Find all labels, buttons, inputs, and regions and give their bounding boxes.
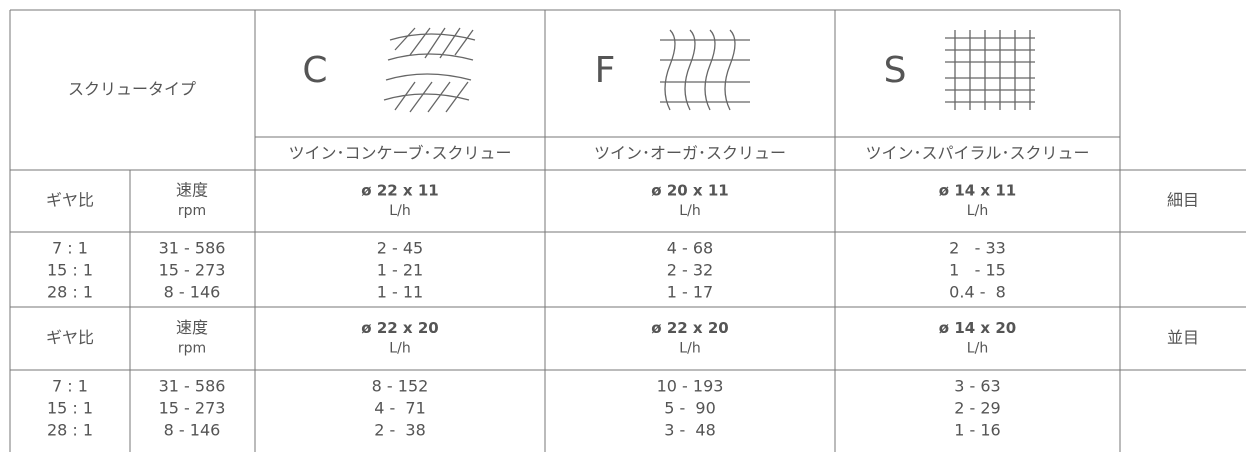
flow: 1 - 21 — [377, 261, 423, 280]
speed-label: 速度 — [176, 181, 208, 200]
flow: 2 - 32 — [667, 261, 713, 280]
flow-unit: L/h — [967, 203, 988, 219]
size: ø 22 x 20 — [361, 319, 438, 337]
flow: 0.4 - 8 — [949, 283, 1006, 302]
icon-c — [383, 27, 476, 113]
speed-unit: rpm — [178, 203, 206, 219]
flow: 3 - 48 — [664, 421, 716, 440]
flow: 1 - 15 — [949, 261, 1006, 280]
gear: 15 : 1 — [47, 399, 93, 418]
speed: 31 - 586 — [159, 377, 226, 396]
flow: 2 - 33 — [949, 239, 1006, 258]
speed: 15 - 273 — [159, 261, 226, 280]
size: ø 20 x 11 — [651, 182, 728, 200]
icon-s — [945, 30, 1035, 110]
screw-name: ツイン･コンケーブ･スクリュー — [288, 144, 511, 163]
flow-unit: L/h — [389, 341, 410, 357]
size: ø 14 x 20 — [939, 319, 1016, 337]
screw-letter: S — [884, 50, 907, 91]
flow: 2 - 29 — [954, 399, 1000, 418]
flow-unit: L/h — [679, 341, 700, 357]
flow-unit: L/h — [967, 341, 988, 357]
gear: 28 : 1 — [47, 421, 93, 440]
speed: 8 - 146 — [164, 283, 221, 302]
flow: 1 - 11 — [377, 283, 423, 302]
screw-letter: C — [302, 50, 327, 91]
speed: 31 - 586 — [159, 239, 226, 258]
gear: 28 : 1 — [47, 283, 93, 302]
size: ø 22 x 11 — [361, 182, 438, 200]
screw-name: ツイン･オーガ･スクリュー — [594, 144, 786, 163]
size: ø 22 x 20 — [651, 319, 728, 337]
flow: 1 - 17 — [667, 283, 713, 302]
flow: 3 - 63 — [954, 377, 1000, 396]
header-label: スクリュータイプ — [68, 80, 196, 99]
flow-unit: L/h — [389, 203, 410, 219]
flow: 8 - 152 — [372, 377, 429, 396]
speed-unit: rpm — [178, 341, 206, 357]
flow: 4 - 71 — [374, 399, 426, 418]
gear: 7 : 1 — [52, 239, 88, 258]
flow: 10 - 193 — [657, 377, 724, 396]
speed: 15 - 273 — [159, 399, 226, 418]
pitch: 並目 — [1167, 328, 1199, 347]
gear-label: ギヤ比 — [46, 191, 94, 210]
flow: 1 - 16 — [954, 421, 1000, 440]
pitch: 細目 — [1167, 191, 1199, 210]
gear: 15 : 1 — [47, 261, 93, 280]
flow: 4 - 68 — [667, 239, 713, 258]
flow: 5 - 90 — [664, 399, 716, 418]
gear-label: ギヤ比 — [46, 328, 94, 347]
screw-name: ツイン･スパイラル･スクリュー — [865, 144, 1089, 163]
flow-unit: L/h — [679, 203, 700, 219]
speed: 8 - 146 — [164, 421, 221, 440]
speed-label: 速度 — [176, 318, 208, 337]
size: ø 14 x 11 — [939, 182, 1016, 200]
flow: 2 - 45 — [377, 239, 423, 258]
flow: 2 - 38 — [374, 421, 426, 440]
screw-letter: F — [595, 50, 616, 91]
icon-f — [660, 29, 750, 111]
gear: 7 : 1 — [52, 377, 88, 396]
